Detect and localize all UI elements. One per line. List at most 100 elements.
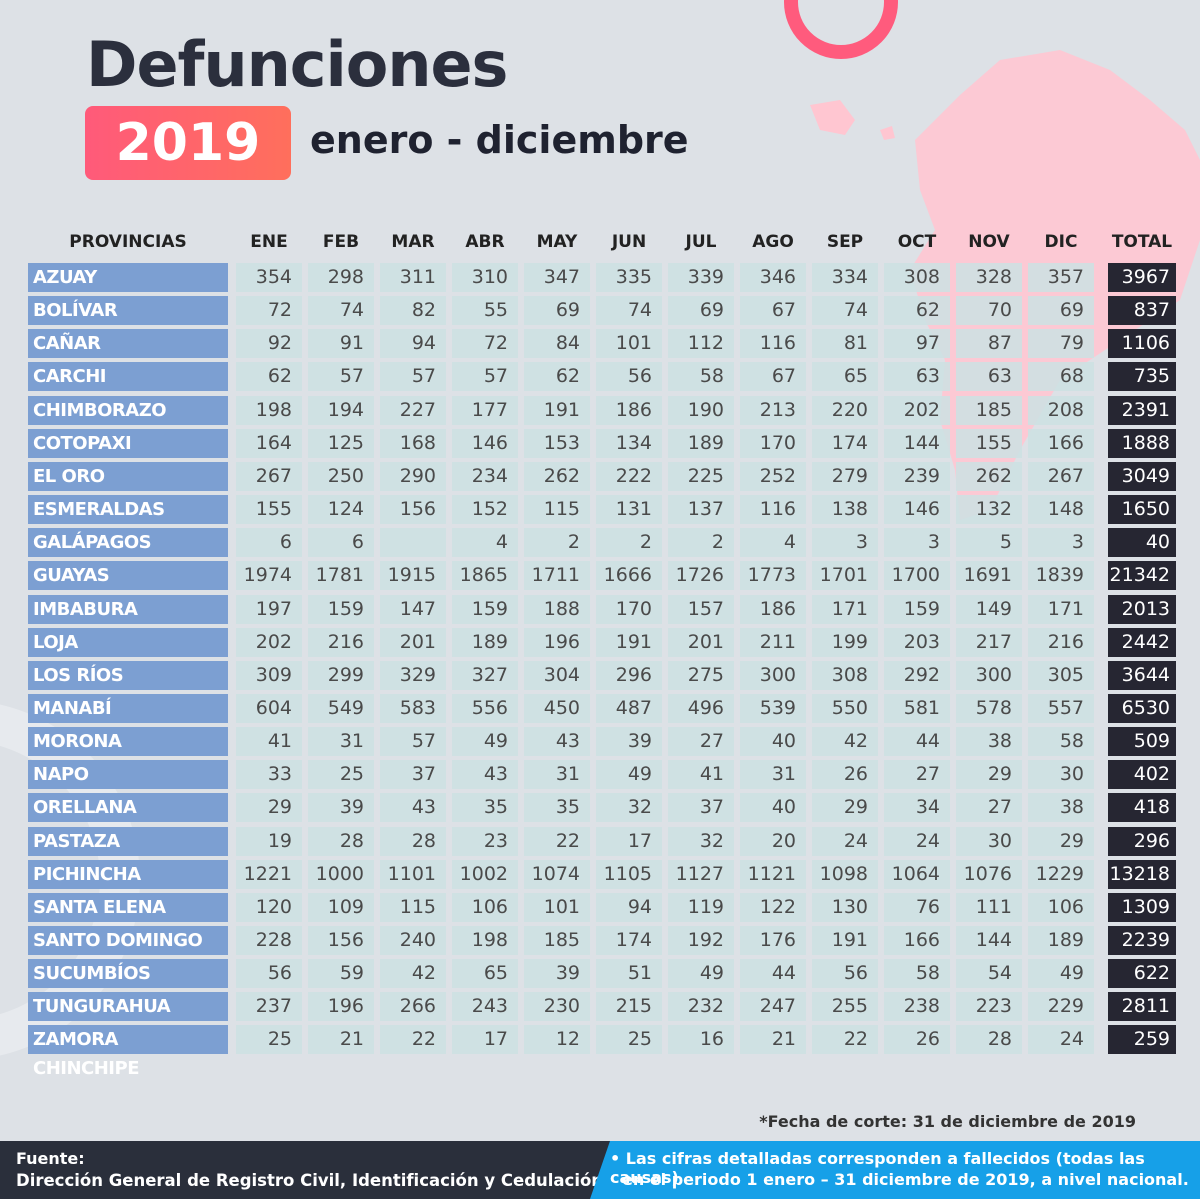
month-value: 31 — [740, 760, 806, 790]
month-value: 170 — [740, 428, 806, 458]
month-value: 58 — [668, 362, 734, 392]
month-value: 250 — [308, 461, 374, 491]
month-value: 203 — [884, 627, 950, 657]
month-value: 153 — [524, 428, 590, 458]
month-value: 194 — [308, 395, 374, 425]
month-value: 76 — [884, 892, 950, 922]
column-header: PROVINCIAS — [69, 232, 187, 252]
month-value: 216 — [308, 627, 374, 657]
month-value: 43 — [524, 727, 590, 757]
month-value: 144 — [884, 428, 950, 458]
column-header: FEB — [322, 232, 360, 252]
total: 735 — [1108, 362, 1176, 392]
month-value: 122 — [740, 892, 806, 922]
month-value: 156 — [380, 495, 446, 525]
province: SANTA ELENA — [28, 892, 228, 922]
month-value: 115 — [524, 495, 590, 525]
month-value: 120 — [236, 892, 302, 922]
month-value — [380, 528, 446, 558]
month-value: 190 — [668, 395, 734, 425]
month-value: 310 — [452, 263, 518, 292]
month-value: 94 — [380, 329, 446, 359]
month-value: 5 — [956, 528, 1022, 558]
month-value: 1915 — [380, 561, 446, 591]
month-value: 354 — [236, 263, 302, 292]
source: Dirección General de Registro Civil, Ide… — [16, 1171, 604, 1190]
month-value: 44 — [740, 959, 806, 989]
month-value: 115 — [380, 892, 446, 922]
month-value: 116 — [740, 495, 806, 525]
month-value: 177 — [452, 395, 518, 425]
month-value: 328 — [956, 263, 1022, 292]
month-value: 166 — [1028, 428, 1094, 458]
month-value: 44 — [884, 727, 950, 757]
month-value: 92 — [236, 329, 302, 359]
month-value: 1711 — [524, 561, 590, 591]
month-value: 56 — [236, 959, 302, 989]
month-value: 42 — [812, 727, 878, 757]
total: 2391 — [1108, 395, 1176, 425]
month-value: 97 — [884, 329, 950, 359]
province: BOLÍVAR — [28, 296, 228, 326]
month-value: 1726 — [668, 561, 734, 591]
month-value: 6 — [308, 528, 374, 558]
month-value: 1839 — [1028, 561, 1094, 591]
month-value: 57 — [308, 362, 374, 392]
month-value: 24 — [1028, 1025, 1094, 1055]
column-header: ENE — [250, 232, 288, 252]
month-value: 57 — [452, 362, 518, 392]
column-header: JUN — [611, 232, 647, 252]
province: TUNGURAHUA — [28, 992, 228, 1022]
total: 6530 — [1108, 693, 1176, 723]
province: CARCHI — [28, 362, 228, 392]
month-value: 171 — [812, 594, 878, 624]
month-value: 40 — [740, 793, 806, 823]
province: PICHINCHA — [28, 859, 228, 889]
month-value: 109 — [308, 892, 374, 922]
month-value: 25 — [308, 760, 374, 790]
month-value: 189 — [1028, 926, 1094, 955]
month-value: 29 — [1028, 826, 1094, 856]
month-value: 252 — [740, 461, 806, 491]
total: 259 — [1108, 1025, 1176, 1055]
month-value: 4 — [740, 528, 806, 558]
total: 21342 — [1108, 561, 1176, 591]
month-value: 26 — [812, 760, 878, 790]
column-header: DIC — [1044, 232, 1078, 252]
month-value: 63 — [884, 362, 950, 392]
month-value: 84 — [524, 329, 590, 359]
month-value: 30 — [1028, 760, 1094, 790]
province: ORELLANA — [28, 793, 228, 823]
month-value: 21 — [740, 1025, 806, 1055]
month-value: 227 — [380, 395, 446, 425]
month-value: 68 — [1028, 362, 1094, 392]
month-value: 1701 — [812, 561, 878, 591]
month-value: 155 — [956, 428, 1022, 458]
month-value: 539 — [740, 693, 806, 723]
month-value: 308 — [812, 660, 878, 690]
month-value: 3 — [884, 528, 950, 558]
month-value: 308 — [884, 263, 950, 292]
month-value: 4 — [452, 528, 518, 558]
month-value: 225 — [668, 461, 734, 491]
total: 2811 — [1108, 992, 1176, 1022]
month-value: 29 — [956, 760, 1022, 790]
province: SUCUMBÍOS — [28, 959, 228, 989]
month-value: 201 — [380, 627, 446, 657]
month-value: 327 — [452, 660, 518, 690]
month-value: 39 — [524, 959, 590, 989]
month-value: 112 — [668, 329, 734, 359]
column-header: SEP — [826, 232, 864, 252]
month-value: 1074 — [524, 859, 590, 889]
column-header: MAY — [536, 232, 578, 252]
month-value: 347 — [524, 263, 590, 292]
month-value: 262 — [956, 461, 1022, 491]
month-value: 22 — [812, 1025, 878, 1055]
month-value: 3 — [812, 528, 878, 558]
month-value: 168 — [380, 428, 446, 458]
month-value: 38 — [1028, 793, 1094, 823]
column-header: AGO — [752, 232, 794, 252]
month-value: 106 — [452, 892, 518, 922]
total: 2239 — [1108, 926, 1176, 955]
